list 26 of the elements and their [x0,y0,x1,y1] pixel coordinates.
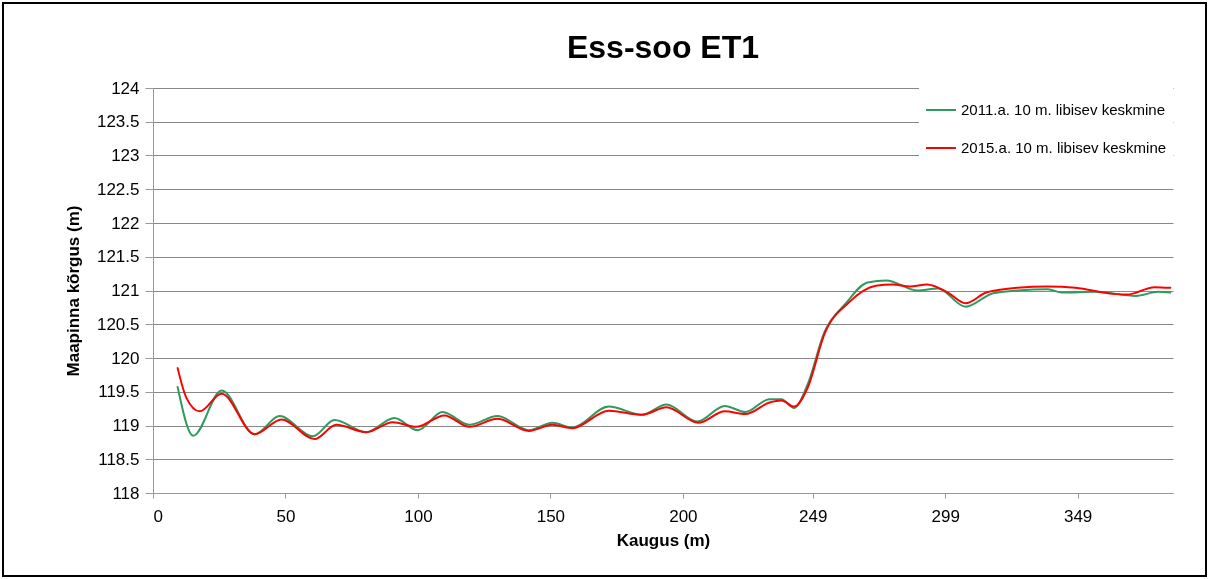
x-tick-label: 249 [799,506,828,526]
y-tick-label: 123 [111,146,140,165]
x-tick-label: 150 [536,506,566,526]
y-tick-label: 123.5 [96,112,140,132]
legend-label: 2011.a. 10 m. libisev keskmine [961,101,1165,118]
chart-title: Ess-soo ET1 [566,29,760,65]
x-tick-label: 0 [153,506,163,526]
y-axis-title: Maapinna kõrgus (m) [63,205,83,377]
y-tick-label: 119 [112,416,140,435]
y-tick-label: 121 [111,281,140,300]
y-tick-label: 122 [111,213,140,233]
y-tick-label: 122.5 [96,179,140,199]
y-tick-label: 120.5 [96,314,140,334]
x-tick-label: 200 [669,506,698,526]
x-tick-label: 349 [1063,506,1093,526]
x-axis-title: Kaugus (m) [616,530,711,550]
x-tick-label: 299 [931,506,960,526]
y-tick-label: 119.5 [98,382,140,402]
x-tick-label: 100 [404,506,433,526]
y-tick-label: 118 [112,483,140,503]
x-tick-label: 50 [276,506,296,526]
y-tick-label: 121.5 [96,247,140,267]
legend-label: 2015.a. 10 m. libisev keskmine [961,139,1167,156]
y-tick-label: 124 [111,78,140,98]
y-tick-label: 120 [111,348,140,368]
y-tick-label: 118.5 [98,449,140,469]
